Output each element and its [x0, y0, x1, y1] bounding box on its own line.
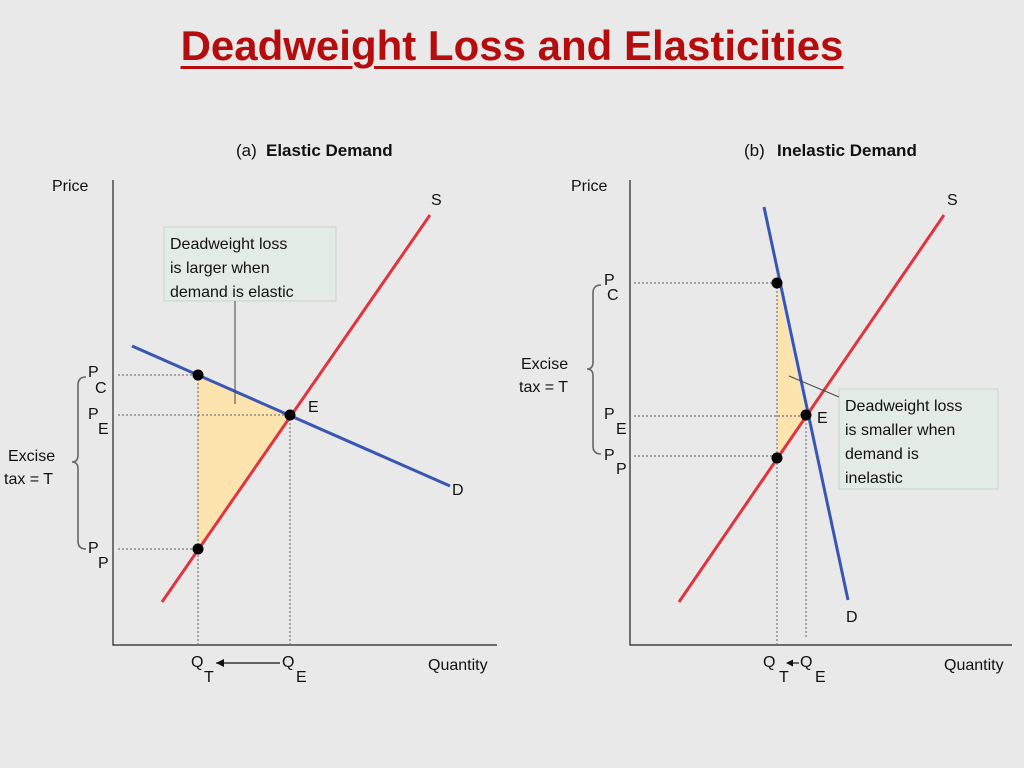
panel-a-supply-curve [160, 214, 432, 603]
panel-a-quantity-axis-label: Quantity [428, 657, 488, 674]
panel-a-tax-brace [71, 376, 87, 550]
panel-b-tax-line1: Excise [521, 356, 568, 373]
slide-title: Deadweight Loss and Elasticities [180, 22, 844, 69]
panel-b-pc-sub: C [607, 287, 619, 304]
panel-b-axes [629, 180, 1012, 646]
panel-a-callout-box [163, 226, 337, 302]
panel-b-point-pp [771, 452, 783, 464]
panel-b-callout-line-4: inelastic [845, 470, 903, 487]
panel-b-callout-leader [788, 375, 840, 398]
panel-a-tax-line2: tax = T [4, 471, 53, 488]
panel-b-callout-line-1: Deadweight loss [845, 398, 962, 415]
panel-b-heading: Inelastic Demand [777, 141, 917, 160]
panel-elastic: (a) Elastic Demand Price Quantity S D [4, 141, 497, 686]
panel-a-point-pc [192, 369, 204, 381]
panel-a-pe-sub: E [98, 421, 109, 438]
panel-b-point-e [800, 409, 812, 421]
panel-a-quantity-arrowhead [216, 659, 224, 667]
panel-a-qe-label: Q [282, 654, 294, 671]
panel-b-pp-sub: P [616, 461, 627, 478]
panel-a-tag: (a) [236, 141, 257, 160]
panel-b-point-pc [771, 277, 783, 289]
panel-a-callout-line-3: demand is elastic [170, 284, 294, 301]
panel-b-tax-brace [586, 284, 602, 455]
panel-b-supply-curve [677, 214, 946, 603]
panel-a-qt-label: Q [191, 654, 203, 671]
panel-b-tax-line2: tax = T [519, 379, 568, 396]
panel-a-equilibrium-label: E [308, 399, 319, 416]
panel-a-supply-label: S [431, 192, 442, 209]
panel-a-point-pp [192, 543, 204, 555]
panel-a-point-e [284, 409, 296, 421]
panel-b-supply-label: S [947, 192, 958, 209]
panel-a-heading: Elastic Demand [266, 141, 393, 160]
panel-a-qt-sub: T [204, 669, 214, 686]
panel-b-qe-sub: E [815, 669, 826, 686]
panel-a-demand-label: D [452, 482, 464, 499]
panel-a-qe-sub: E [296, 669, 307, 686]
panel-a-pp-sub: P [98, 555, 109, 572]
panel-a-pc-sub: C [95, 380, 107, 397]
panel-b-pe-label: P [604, 406, 615, 423]
panel-b-demand-label: D [846, 609, 858, 626]
panel-b-quantity-arrowhead [786, 659, 793, 667]
panel-b-pc-label: P [604, 272, 615, 289]
panel-inelastic: (b) Inelastic Demand Price Quantity S [519, 141, 1012, 686]
panel-b-deadweight-area [777, 283, 806, 458]
panel-a-callout-line-2: is larger when [170, 260, 270, 277]
panel-a-pe-label: P [88, 406, 99, 423]
panel-b-callout-line-2: is smaller when [845, 422, 955, 439]
panel-b-price-axis-label: Price [571, 178, 608, 195]
panel-a-pp-label: P [88, 540, 99, 557]
panel-b-equilibrium-label: E [817, 410, 828, 427]
panel-b-quantity-axis-label: Quantity [944, 657, 1004, 674]
panel-a-deadweight-area [198, 375, 290, 549]
panel-a-axes [112, 180, 497, 646]
panel-a-pc-label: P [88, 364, 99, 381]
panel-b-qe-label: Q [800, 654, 812, 671]
panel-b-demand-curve [762, 206, 850, 601]
panel-a-callout-line-1: Deadweight loss [170, 236, 287, 253]
panel-a-price-axis-label: Price [52, 178, 89, 195]
panel-b-pe-sub: E [616, 421, 627, 438]
panel-b-qt-label: Q [763, 654, 775, 671]
panel-a-tax-line1: Excise [8, 448, 55, 465]
panel-b-qt-sub: T [779, 669, 789, 686]
panel-b-tag: (b) [744, 141, 765, 160]
panel-b-pp-label: P [604, 447, 615, 464]
panel-b-callout-box [838, 388, 999, 490]
panel-b-callout-line-3: demand is [845, 446, 919, 463]
